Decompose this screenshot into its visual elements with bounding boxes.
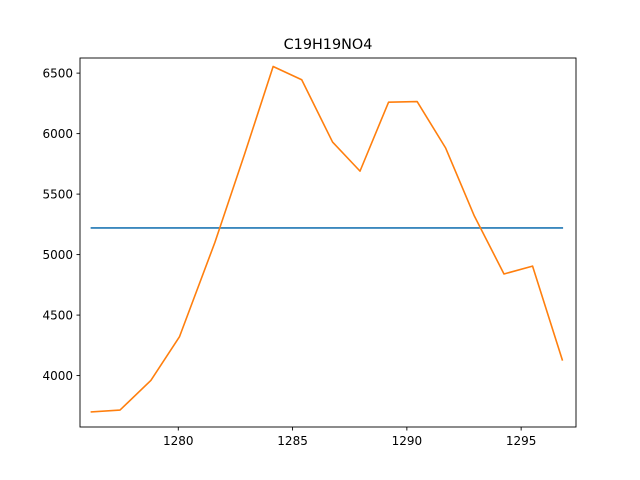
series-line-2: [90, 65, 564, 413]
y-tick-label: 6500: [42, 67, 73, 81]
plot-area: [90, 65, 564, 413]
x-tick-label: 1295: [506, 434, 537, 448]
axes-frame: [79, 57, 577, 428]
x-tick-label: 1280: [163, 434, 194, 448]
x-tick-label: 1290: [392, 434, 423, 448]
axes: 1280 1285 1290 1295 4000 4500 5000 5500 6000 6500: [42, 57, 577, 448]
y-tick-label: 4500: [42, 309, 73, 323]
y-tick-label: 6000: [42, 127, 73, 141]
chart-title: C19H19NO4: [284, 37, 373, 53]
y-tick-label: 5500: [42, 188, 73, 202]
y-tick-label: 4000: [42, 369, 73, 383]
x-tick-label: 1285: [277, 434, 308, 448]
y-tick-label: 5000: [42, 248, 73, 262]
